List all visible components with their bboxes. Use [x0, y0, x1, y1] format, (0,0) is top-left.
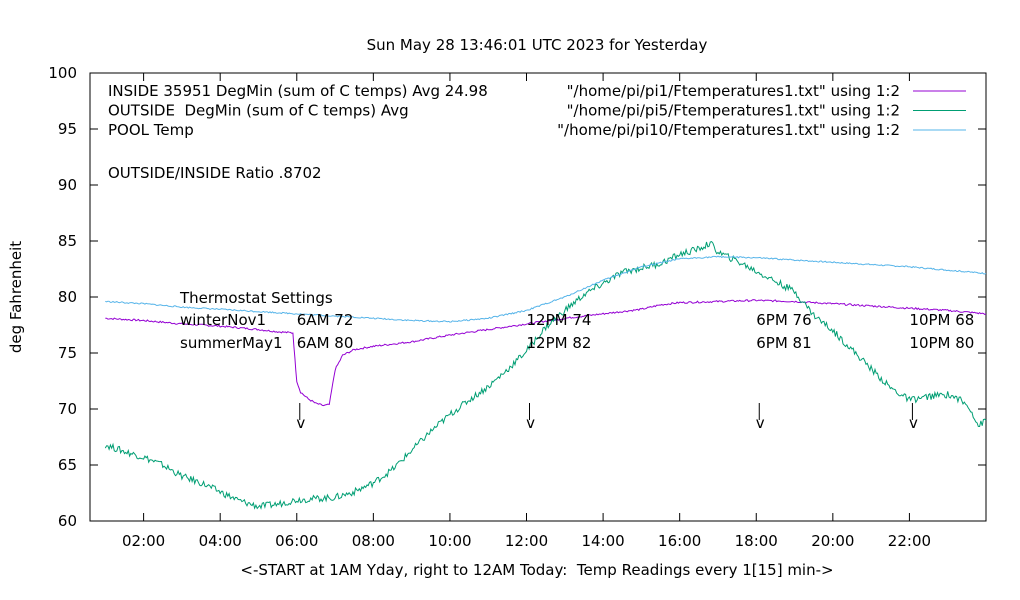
legend-left-pool: POOL Temp [108, 121, 194, 139]
x-tick-label: 02:00 [122, 532, 165, 550]
setpoint-summer: 10PM 80 [909, 334, 974, 352]
y-tick-label: 65 [58, 456, 77, 474]
setpoint-arrow-head: v [296, 414, 305, 432]
ratio-annotation: OUTSIDE/INSIDE Ratio .8702 [108, 164, 322, 182]
series-line-inside [105, 299, 987, 407]
x-tick-label: 14:00 [581, 532, 624, 550]
setpoint-summer: 6PM 81 [756, 334, 811, 352]
x-tick-label: 10:00 [428, 532, 471, 550]
x-tick-label: 12:00 [505, 532, 548, 550]
series-lines [104, 241, 987, 510]
legend: INSIDE 35951 DegMin (sum of C temps) Avg… [108, 82, 966, 139]
thermostat-title: Thermostat Settings [179, 289, 333, 307]
y-tick-label: 95 [58, 120, 77, 138]
y-tick-label: 80 [58, 288, 77, 306]
x-tick-label: 20:00 [811, 532, 854, 550]
legend-right-outside: "/home/pi/pi5/Ftemperatures1.txt" using … [567, 102, 900, 120]
setpoint-winter: 12PM 74 [527, 311, 592, 329]
setpoint-arrow-head: v [909, 414, 918, 432]
x-tick-label: 22:00 [888, 532, 931, 550]
summer-label: summerMay1 [180, 334, 283, 352]
series-line-outside [104, 241, 987, 510]
x-tick-label: 18:00 [735, 532, 778, 550]
y-tick-label: 100 [48, 64, 77, 82]
thermostat-setpoints: 6AM 72 6AM 80 v 12PM 74 12PM 82 v 6PM 76 6PM 81… [296, 311, 974, 432]
x-tick-label: 08:00 [352, 532, 395, 550]
setpoint-arrow-head: v [756, 414, 765, 432]
y-tick-label: 90 [58, 176, 77, 194]
chart-title: Sun May 28 13:46:01 UTC 2023 for Yesterd… [367, 36, 708, 54]
setpoint-summer: 12PM 82 [527, 334, 592, 352]
setpoint-winter: 6PM 76 [756, 311, 811, 329]
y-tick-label: 70 [58, 400, 77, 418]
x-axis: 02:00 04:00 06:00 08:00 10:00 12:00 14:00 16:00… [122, 73, 931, 550]
x-tick-label: 06:00 [275, 532, 318, 550]
setpoint-summer: 6AM 80 [297, 334, 354, 352]
x-axis-label: <-START at 1AM Yday, right to 12AM Today… [240, 561, 833, 579]
legend-right-inside: "/home/pi/pi1/Ftemperatures1.txt" using … [567, 82, 900, 100]
series-line-pool [105, 255, 987, 323]
legend-left-inside: INSIDE 35951 DegMin (sum of C temps) Avg… [108, 82, 488, 100]
setpoint-winter: 10PM 68 [909, 311, 974, 329]
y-tick-label: 75 [58, 344, 77, 362]
legend-left-outside: OUTSIDE DegMin (sum of C temps) Avg [108, 102, 409, 120]
setpoint-winter: 6AM 72 [297, 311, 354, 329]
y-axis: 60 65 70 75 80 85 90 95 100 [48, 64, 986, 530]
y-tick-label: 85 [58, 232, 77, 250]
y-axis-label: deg Fahrenheit [7, 241, 25, 353]
legend-right-pool: "/home/pi/pi10/Ftemperatures1.txt" using… [557, 121, 900, 139]
x-tick-label: 04:00 [199, 532, 242, 550]
winter-label: winterNov1 [180, 311, 266, 329]
setpoint-arrow-head: v [526, 414, 535, 432]
y-tick-label: 60 [58, 512, 77, 530]
x-tick-label: 16:00 [658, 532, 701, 550]
